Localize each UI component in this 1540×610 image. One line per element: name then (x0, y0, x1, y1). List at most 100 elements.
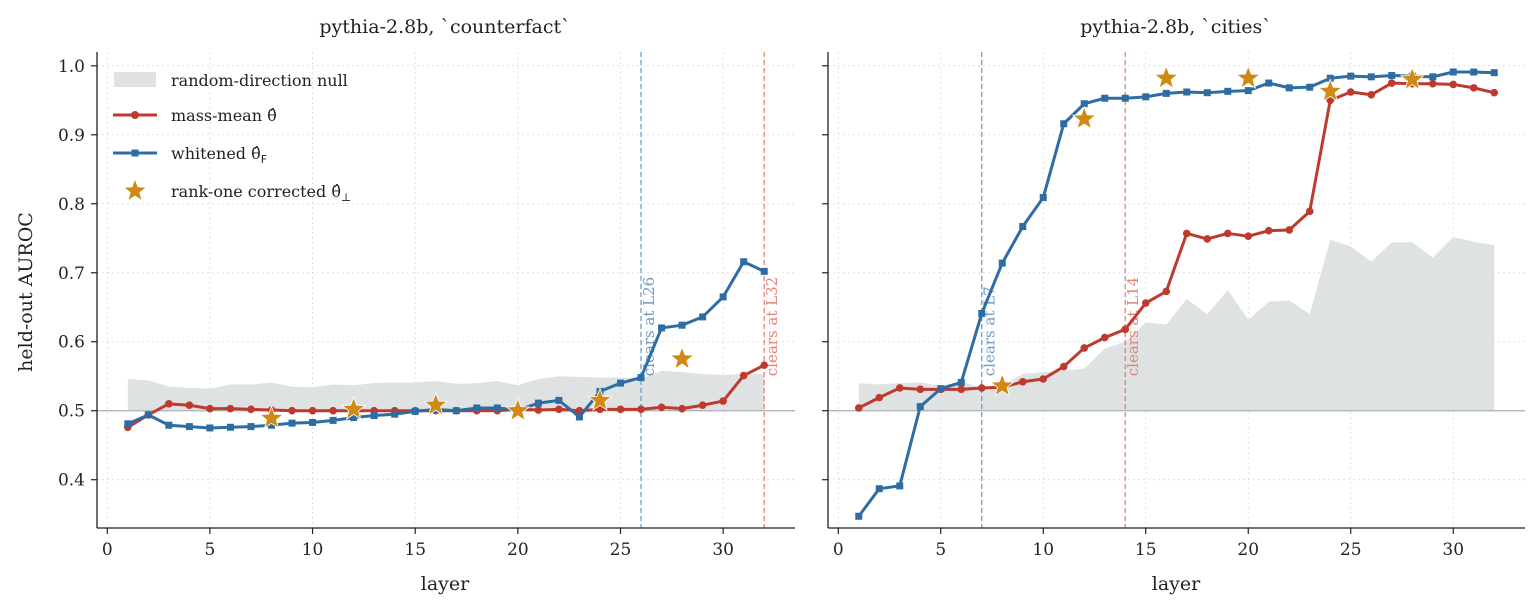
data-point (616, 405, 625, 414)
data-point (1183, 88, 1191, 96)
data-point (855, 512, 863, 520)
y-tick-label: 0.4 (58, 471, 85, 491)
data-point (875, 393, 884, 402)
data-point (1101, 94, 1109, 102)
data-point (329, 406, 337, 415)
y-axis-label: held-out AUROC (15, 212, 37, 372)
legend-corrected-text: rank-one corrected (171, 182, 326, 201)
data-point (1162, 89, 1170, 97)
data-point (1428, 79, 1437, 88)
data-point-star (259, 405, 284, 429)
data-point (1223, 229, 1232, 238)
data-point-star (1317, 78, 1343, 102)
data-point (1326, 96, 1335, 105)
data-point (288, 406, 296, 415)
data-point (1470, 68, 1478, 76)
data-point-star (1399, 66, 1425, 91)
legend-whitened-label: whitened θ̂F (171, 144, 267, 166)
data-point-star (423, 392, 449, 416)
legend-corrected-marker (122, 177, 148, 202)
data-point (1080, 100, 1088, 108)
data-point (896, 482, 904, 490)
x-axis-label-cities: layer (1152, 573, 1201, 595)
data-point (308, 406, 317, 415)
data-point (1449, 68, 1457, 76)
data-point (1367, 90, 1376, 99)
data-point (957, 378, 965, 386)
y-tick-label: 1.0 (58, 57, 85, 77)
data-point (555, 396, 563, 404)
data-point (1182, 229, 1191, 238)
data-point (998, 259, 1006, 267)
legend: random-direction null mass-mean θ̂ white… (113, 71, 351, 204)
data-point (473, 404, 481, 412)
data-point (165, 421, 173, 429)
x-tick-label: 10 (1032, 540, 1054, 560)
clears-label: clears at L32 (763, 277, 781, 376)
data-point (1080, 344, 1089, 352)
data-point (1039, 375, 1048, 383)
data-point (534, 399, 542, 407)
data-point (391, 410, 399, 418)
data-point (1285, 84, 1293, 92)
data-point (1429, 73, 1437, 81)
data-point (957, 385, 966, 394)
x-axis-label-counterfact: layer (421, 573, 470, 595)
data-point (937, 385, 945, 393)
data-point (534, 406, 543, 414)
data-point (1203, 89, 1211, 97)
x-tick-label: 10 (302, 540, 324, 560)
data-point (1121, 94, 1129, 102)
data-point (226, 423, 234, 431)
x-tick-label: 15 (404, 540, 426, 560)
data-point (1142, 93, 1150, 101)
x-tick-label: 5 (935, 540, 946, 560)
data-point (916, 403, 924, 411)
y-tick-label: 0.9 (58, 126, 85, 146)
data-point (978, 309, 986, 317)
data-point (657, 403, 666, 412)
panel-cities: clears at L7 clears at L14 0 5 10 15 20 25 30 (822, 52, 1525, 560)
data-point (698, 401, 707, 410)
data-point (1387, 79, 1396, 87)
data-point (719, 397, 727, 405)
y-tick-label: 0.8 (58, 195, 85, 215)
data-point (617, 379, 624, 387)
data-point (760, 361, 769, 369)
x-tick-label: 20 (1237, 540, 1259, 560)
data-point (678, 404, 686, 413)
data-point (916, 385, 925, 394)
data-point (268, 421, 275, 429)
data-point (719, 293, 727, 301)
data-point (1346, 88, 1355, 96)
data-point (329, 416, 337, 424)
data-point-star (669, 345, 695, 370)
x-tick-label: 30 (712, 540, 734, 560)
data-point (1141, 299, 1150, 307)
data-point (699, 313, 707, 321)
data-point (165, 400, 173, 408)
data-point (637, 374, 645, 382)
legend-corrected-label: rank-one corrected θ̂⊥ (171, 182, 351, 204)
data-point (977, 384, 986, 392)
data-point (288, 419, 296, 427)
legend-mass-mean-label: mass-mean θ̂ (171, 106, 277, 125)
legend-null-swatch (114, 72, 156, 87)
data-point (1367, 73, 1375, 81)
data-point (185, 401, 194, 410)
data-point-star (1071, 105, 1097, 130)
data-point (1162, 287, 1171, 296)
legend-mass-mean-marker (131, 111, 139, 119)
data-point (1469, 84, 1478, 92)
data-point (1264, 226, 1273, 235)
panel-title-counterfact: pythia-2.8b, `counterfact` (319, 16, 570, 38)
data-point (1121, 325, 1130, 334)
data-point (637, 405, 645, 414)
data-point (1244, 87, 1252, 95)
data-point (309, 418, 317, 426)
clears-label: clears at L26 (640, 277, 658, 376)
x-tick-label: 20 (507, 540, 529, 560)
data-point (739, 371, 748, 380)
data-point (206, 424, 214, 432)
